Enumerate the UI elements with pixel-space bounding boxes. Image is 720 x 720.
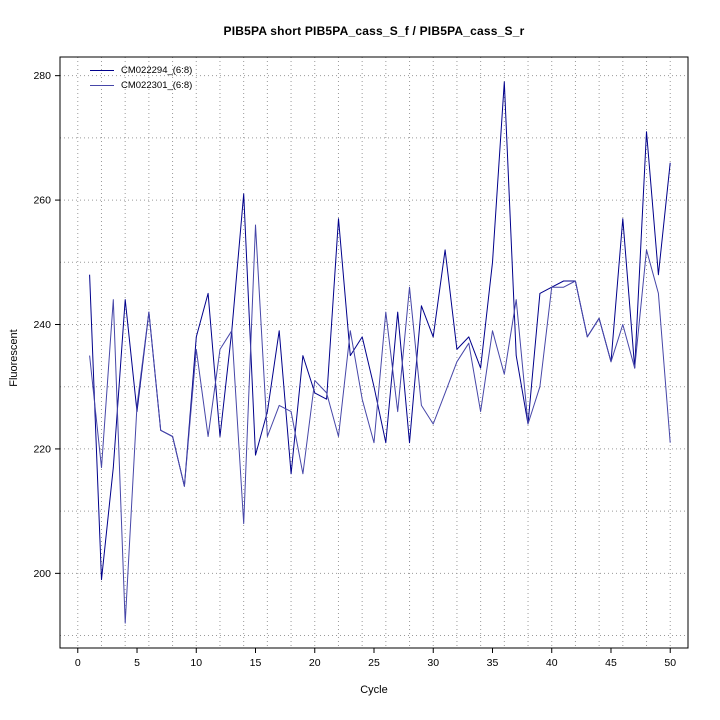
x-tick-label: 40 — [546, 657, 558, 669]
legend-label: CM022294_(6:8) — [121, 64, 193, 76]
x-tick-label: 0 — [75, 657, 81, 669]
y-tick-label: 240 — [33, 319, 51, 331]
x-tick-label: 35 — [487, 657, 499, 669]
legend: CM022294_(6:8) CM022301_(6:8) — [90, 64, 192, 91]
chart-title: PIB5PA short PIB5PA_cass_S_f / PIB5PA_ca… — [223, 24, 525, 38]
x-tick-label: 5 — [134, 657, 140, 669]
legend-label: CM022301_(6:8) — [121, 79, 193, 91]
y-tick-label: 260 — [33, 195, 51, 207]
x-tick-label: 50 — [664, 657, 676, 669]
x-tick-label: 30 — [427, 657, 439, 669]
series-line-CM022294_(6:8) — [89, 81, 671, 581]
legend-entry: CM022301_(6:8) — [90, 79, 192, 91]
x-tick-label: 15 — [250, 657, 262, 669]
series-line-CM022301_(6:8) — [89, 224, 671, 624]
legend-line-swatch — [90, 84, 114, 86]
legend-entry: CM022294_(6:8) — [90, 64, 192, 76]
x-tick-label: 10 — [190, 657, 202, 669]
y-tick-label: 280 — [33, 70, 51, 82]
plot-frame — [59, 56, 689, 649]
x-tick-label: 45 — [605, 657, 617, 669]
y-tick-label: 220 — [33, 443, 51, 455]
x-tick-label: 25 — [368, 657, 380, 669]
legend-line-swatch — [90, 69, 114, 71]
y-tick-label: 200 — [33, 568, 51, 580]
x-axis-label: Cycle — [360, 684, 388, 696]
x-tick-label: 20 — [309, 657, 321, 669]
